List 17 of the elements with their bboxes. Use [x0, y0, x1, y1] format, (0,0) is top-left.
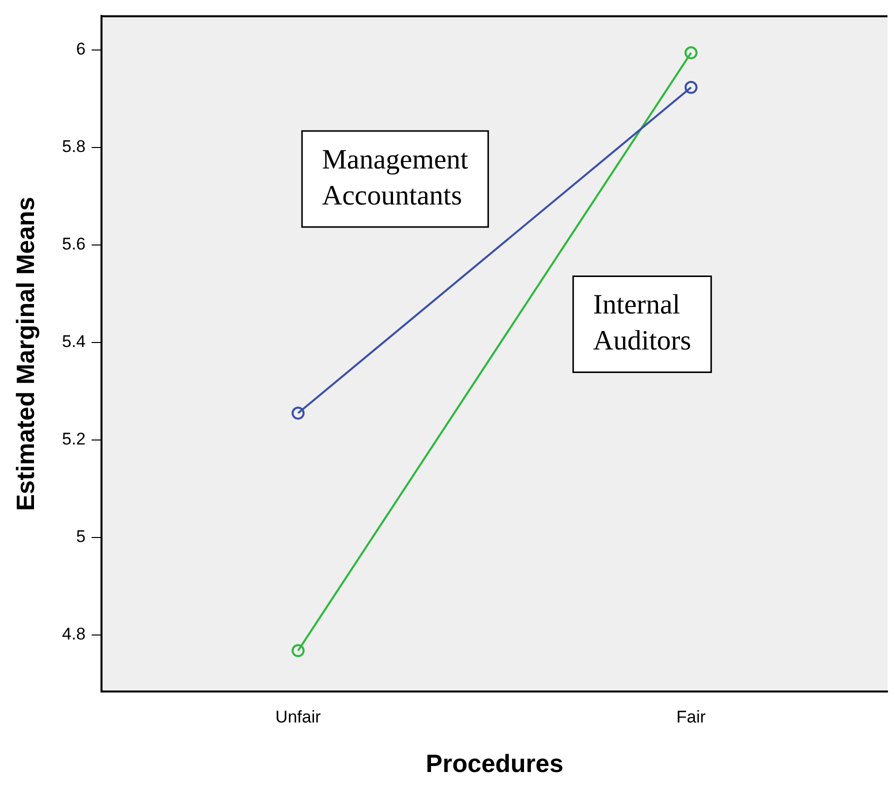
series-label: Internal Auditors [593, 290, 692, 357]
y-tick-label: 6 [76, 40, 86, 59]
y-tick-label: 5.4 [62, 332, 86, 352]
y-tick-label: 4.8 [62, 624, 86, 644]
x-tick-label: Unfair [275, 707, 322, 726]
y-tick-label: 5.6 [62, 234, 86, 254]
y-tick-label: 5 [76, 527, 86, 546]
point [292, 644, 305, 658]
x-axis-title: Procedures [426, 750, 564, 778]
y-tick-label: 5.8 [62, 137, 86, 156]
y-axis-title: Estimated Marginal Means [12, 196, 40, 511]
point [292, 406, 305, 420]
series-label: Management Accountants [322, 144, 468, 212]
x-tick-label: Fair [676, 707, 706, 726]
y-tick-label: 5.2 [62, 430, 86, 449]
point [684, 80, 698, 94]
point [684, 46, 698, 60]
